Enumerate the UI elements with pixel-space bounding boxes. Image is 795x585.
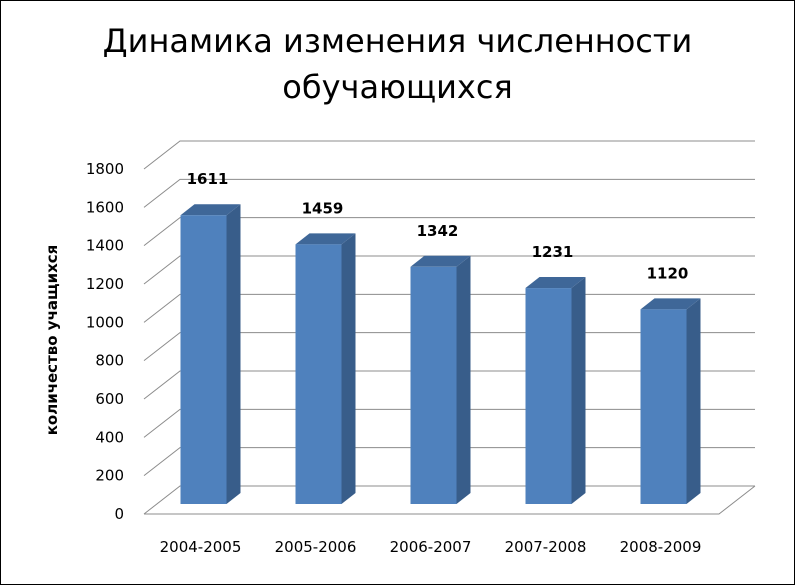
data-label-4: 1120 bbox=[647, 264, 689, 282]
bar-top-3 bbox=[525, 277, 586, 289]
bar-side-0 bbox=[226, 204, 241, 504]
gridline-7 bbox=[143, 217, 755, 247]
x-tick-label-1: 2005-2006 bbox=[275, 538, 357, 556]
chart-title: Динамика изменения численности обучающих… bbox=[0, 18, 795, 110]
gridline-6 bbox=[143, 255, 755, 285]
bar-top-4 bbox=[640, 298, 701, 310]
gridline-8 bbox=[143, 178, 755, 208]
y-tick-label-9: 1800 bbox=[86, 160, 124, 178]
x-tick-label-2: 2006-2007 bbox=[390, 538, 472, 556]
bar-4 bbox=[640, 309, 687, 504]
chart-title-line-1: Динамика изменения численности bbox=[102, 22, 693, 60]
data-label-0: 1611 bbox=[187, 170, 229, 188]
bar-2 bbox=[410, 266, 457, 504]
y-tick-label-7: 1400 bbox=[86, 237, 124, 255]
bar-top-2 bbox=[410, 255, 471, 267]
x-tick-label-4: 2008-2009 bbox=[620, 538, 702, 556]
bar-side-2 bbox=[456, 255, 471, 504]
y-tick-label-3: 600 bbox=[95, 390, 124, 408]
gridline-9 bbox=[143, 140, 755, 170]
bar-3 bbox=[525, 288, 572, 504]
x-tick-label-3: 2007-2008 bbox=[505, 538, 587, 556]
bar-0 bbox=[180, 215, 227, 504]
bar-side-1 bbox=[341, 233, 356, 504]
x-tick-label-0: 2004-2005 bbox=[160, 538, 242, 556]
data-label-3: 1231 bbox=[532, 243, 574, 261]
y-tick-label-6: 1200 bbox=[86, 275, 124, 293]
y-tick-label-1: 200 bbox=[95, 467, 124, 485]
y-tick-label-2: 400 bbox=[95, 428, 124, 446]
y-tick-label-4: 800 bbox=[95, 352, 124, 370]
bar-side-4 bbox=[686, 298, 701, 504]
bar-side-3 bbox=[571, 277, 586, 504]
y-tick-label-8: 1600 bbox=[86, 198, 124, 216]
y-tick-label-0: 0 bbox=[114, 505, 124, 523]
floor-edge bbox=[144, 485, 756, 515]
data-label-2: 1342 bbox=[417, 222, 459, 240]
bar-1 bbox=[295, 244, 342, 504]
bar-top-0 bbox=[180, 204, 241, 216]
bar-top-1 bbox=[295, 233, 356, 245]
y-tick-label-5: 1000 bbox=[86, 313, 124, 331]
data-label-1: 1459 bbox=[302, 199, 344, 217]
chart-title-line-2: обучающихся bbox=[282, 68, 513, 106]
